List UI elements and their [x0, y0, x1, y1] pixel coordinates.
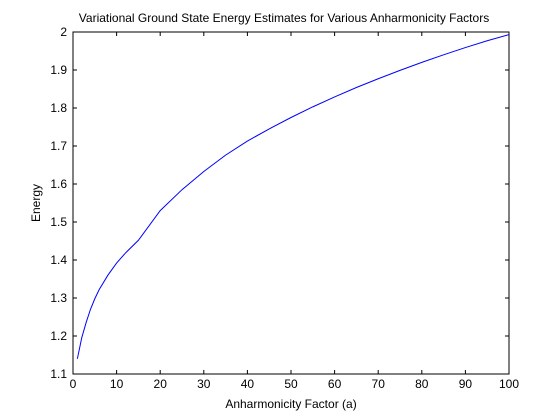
y-tick-label: 1.3	[50, 291, 67, 305]
y-tick-label: 1.8	[50, 101, 67, 115]
chart-title: Variational Ground State Energy Estimate…	[79, 11, 489, 25]
x-axis-label: Anharmonicity Factor (a)	[225, 397, 356, 411]
x-tick-label: 70	[372, 377, 386, 391]
y-tick-label: 1.7	[50, 139, 67, 153]
series-layer	[76, 34, 510, 359]
x-tick-label: 100	[499, 377, 519, 391]
x-axis-ticks: 0 10 20 30 40 50 60 70 80 90 100	[70, 32, 519, 391]
y-tick-label: 1.9	[50, 63, 67, 77]
x-tick-label: 40	[241, 377, 255, 391]
y-tick-label: 1.4	[50, 253, 67, 267]
y-tick-label: 1.1	[50, 367, 67, 381]
x-tick-label: 10	[110, 377, 124, 391]
x-tick-label: 90	[459, 377, 473, 391]
x-tick-label: 50	[284, 377, 298, 391]
plot-frame	[72, 31, 510, 375]
x-tick-label: 80	[415, 377, 429, 391]
x-tick-label: 0	[70, 377, 77, 391]
y-axis-ticks: 1.1 1.2 1.3 1.4 1.5 1.6 1.7 1.8 1.9 2	[50, 25, 509, 381]
y-tick-label: 1.5	[50, 215, 67, 229]
y-axis-label: Energy	[29, 184, 43, 222]
series-line	[76, 34, 510, 359]
y-tick-label: 2	[60, 25, 67, 39]
y-tick-label: 1.2	[50, 329, 67, 343]
x-tick-label: 60	[328, 377, 342, 391]
y-tick-label: 1.6	[50, 177, 67, 191]
x-tick-label: 20	[154, 377, 168, 391]
x-tick-label: 30	[197, 377, 211, 391]
